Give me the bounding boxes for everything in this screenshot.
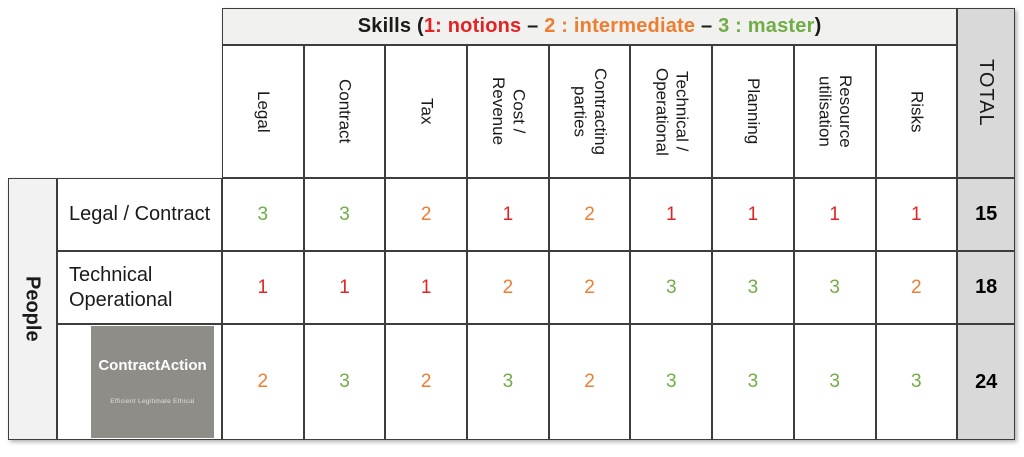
value-cell: 2	[548, 251, 631, 324]
skills-legend-text: Skills (1: notions – 2 : intermediate – …	[357, 15, 822, 37]
value-cell: 3	[875, 324, 958, 440]
value-cell: 3	[303, 178, 386, 251]
logo-title: ContractAction	[98, 356, 207, 374]
value-cell: 3	[630, 251, 713, 324]
people-group-label: People	[21, 276, 44, 342]
value-cell: 3	[793, 251, 876, 324]
row-label-technical-operational: Technical Operational	[57, 251, 222, 324]
value-cell: 3	[712, 251, 794, 324]
value-cell: 1	[793, 178, 876, 251]
value-cell: 3	[222, 178, 304, 251]
people-group-header: People	[8, 178, 57, 440]
col-header-planning: Planning	[712, 45, 794, 178]
value-cell: 2	[548, 324, 631, 440]
logo-text-band: ContractAction Efficient Legitimate Ethi…	[91, 330, 214, 434]
row-label-legal-contract: Legal / Contract	[57, 178, 222, 251]
value-cell: 3	[793, 324, 876, 440]
value-cell: 2	[875, 251, 958, 324]
value-cell: 2	[222, 324, 304, 440]
col-header-contracting-parties: Contracting parties	[548, 45, 631, 178]
value-cell: 1	[630, 178, 713, 251]
legend-master: 3 : master	[718, 15, 815, 37]
col-header-risks: Risks	[875, 45, 958, 178]
value-cell: 1	[222, 251, 304, 324]
value-cell: 1	[467, 178, 549, 251]
col-header-technical-operational: Technical / Operational	[630, 45, 713, 178]
col-header-resource-utilisation: Resource utilisation	[793, 45, 876, 178]
value-cell: 3	[303, 324, 386, 440]
value-cell: 2	[467, 251, 549, 324]
skills-legend-header: Skills (1: notions – 2 : intermediate – …	[222, 8, 958, 45]
value-cell: 2	[548, 178, 631, 251]
logo-tagline: Efficient Legitimate Ethical	[110, 398, 195, 406]
skills-matrix-table: Skills (1: notions – 2 : intermediate – …	[8, 8, 1016, 440]
top-left-spacer	[8, 8, 222, 178]
col-header-legal: Legal	[222, 45, 304, 178]
row-label-contractaction: ContractAction Efficient Legitimate Ethi…	[57, 324, 222, 440]
value-cell: 3	[712, 324, 794, 440]
total-column-header-label: TOTAL	[975, 59, 998, 127]
col-header-cost-revenue: Cost / Revenue	[467, 45, 549, 178]
total-column-header: TOTAL	[957, 8, 1016, 178]
value-cell: 1	[303, 251, 386, 324]
value-cell: 1	[875, 178, 958, 251]
value-cell: 3	[467, 324, 549, 440]
legend-notions: 1: notions	[423, 15, 522, 37]
value-cell: 2	[385, 178, 468, 251]
value-cell: 1	[712, 178, 794, 251]
contractaction-logo: ContractAction Efficient Legitimate Ethi…	[91, 326, 214, 438]
total-cell-contractaction: 24	[957, 324, 1016, 440]
total-cell-technical-operational: 18	[957, 251, 1016, 324]
legend-intermediate: 2 : intermediate	[544, 15, 696, 37]
col-header-contract: Contract	[303, 45, 386, 178]
col-header-tax: Tax	[385, 45, 468, 178]
value-cell: 2	[385, 324, 468, 440]
total-cell-legal-contract: 15	[957, 178, 1016, 251]
value-cell: 1	[385, 251, 468, 324]
value-cell: 3	[630, 324, 713, 440]
